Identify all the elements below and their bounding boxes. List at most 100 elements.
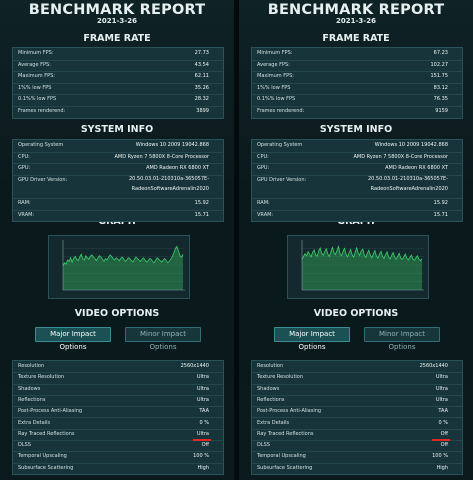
row-label: RAM:	[257, 200, 270, 206]
table-row: Operating System Windows 10 2009 19042.86…	[252, 140, 462, 153]
row-value: 100 %	[432, 453, 448, 460]
row-label: Subsurface Scattering	[257, 464, 313, 471]
row-label: Average FPS:	[18, 61, 51, 68]
table-row: DLSS Off	[13, 440, 223, 453]
frame-rate-table: Minimum FPS: 67.23 Average FPS: 102.27 Maxim…	[251, 47, 463, 119]
row-value: Off	[440, 430, 448, 437]
row-label: Resolution	[257, 363, 284, 369]
row-label: Minimum FPS:	[18, 50, 54, 56]
panel-divider	[234, 0, 239, 480]
row-value: AMD Radeon RX 6800 XT	[146, 165, 209, 172]
row-label: CPU:	[257, 153, 269, 160]
table-row: Reflections Ultra	[252, 395, 462, 408]
row-value: Ultra	[196, 396, 209, 403]
row-value: Off	[201, 442, 209, 449]
row-label: GPU:	[257, 165, 270, 172]
row-label: CPU:	[18, 153, 30, 160]
table-row: Shadows Ultra	[13, 384, 223, 396]
minor-impact-options-button[interactable]: Minor Impact Options	[125, 327, 201, 351]
row-label: VRAM:	[18, 211, 35, 218]
video-options-heading: VIDEO OPTIONS	[313, 308, 399, 319]
row-value: 15.92	[194, 200, 209, 206]
row-label: Subsurface Scattering	[18, 464, 74, 471]
row-value: Windows 10 2009 19042.868	[374, 142, 448, 148]
system-info-table: Operating System Windows 10 2009 19042.86…	[251, 139, 463, 223]
row-label: Ray Traced Reflections	[18, 430, 75, 437]
row-value: 28.32	[194, 96, 209, 103]
table-row: Average FPS: 43.54	[13, 60, 223, 73]
row-value: 15.71	[433, 211, 448, 218]
row-label: DLSS	[257, 442, 270, 449]
row-value-line2: RadeonSoftwareAdrenalin2020	[370, 186, 448, 193]
row-value: 151.75	[430, 73, 449, 80]
row-value: 102.27	[430, 61, 449, 68]
table-row: Resolution 2560x1440	[252, 361, 462, 374]
row-value: Off	[440, 442, 448, 449]
row-label: Frames renderend:	[257, 108, 305, 114]
table-row: RAM: 15.92	[252, 198, 462, 211]
row-label: Temporal Upscaling	[257, 453, 306, 460]
major-impact-options-button[interactable]: Major Impact Options	[35, 327, 111, 351]
table-row: Frames renderend: 9159	[252, 106, 462, 118]
table-row: 0.1%% low FPS 76.35	[252, 94, 462, 107]
row-label: Texture Resolution	[257, 374, 304, 381]
fps-line	[62, 245, 184, 266]
row-label: Average FPS:	[257, 61, 290, 68]
major-impact-options-button[interactable]: Major Impact Options	[274, 327, 350, 351]
row-value: 20.50.03.01-210310a-365057E-	[367, 175, 448, 182]
row-label: Ray Traced Reflections	[257, 430, 314, 437]
row-value: Ultra	[435, 396, 448, 403]
table-row: Shadows Ultra	[252, 384, 462, 396]
row-value: 15.92	[433, 200, 448, 206]
frame-rate-table: Minimum FPS: 27.73 Average FPS: 43.54 Maximu…	[12, 47, 224, 119]
table-row: Subsurface Scattering High	[13, 463, 223, 474]
table-row: Extra Details 0 %	[252, 418, 462, 430]
table-row: Temporal Upscaling 100 %	[13, 451, 223, 464]
table-row: Subsurface Scattering High	[252, 463, 462, 474]
row-value: 43.54	[194, 61, 209, 68]
row-label: Extra Details	[18, 419, 51, 426]
table-row: Minimum FPS: 27.73	[13, 48, 223, 61]
row-value: AMD Ryzen 7 5800X 8-Core Processor	[114, 153, 209, 160]
row-label: Maximum FPS:	[18, 73, 55, 80]
row-value-line2: RadeonSoftwareAdrenalin2020	[131, 186, 209, 193]
row-label: 1%% low FPS	[18, 84, 52, 91]
table-row: GPU Driver Version: 20.50.03.01-210310a-3…	[252, 175, 462, 199]
frame-rate-heading: FRAME RATE	[322, 33, 390, 44]
table-row: Texture Resolution Ultra	[13, 372, 223, 385]
fps-area	[302, 246, 422, 290]
table-row: Temporal Upscaling 100 %	[252, 451, 462, 464]
row-label: 0.1%% low FPS	[18, 96, 57, 103]
benchmark-panel-left: BENCHMARK REPORT 2021-3-26 FRAME RATE SYSTE…	[0, 0, 234, 480]
system-info-heading: SYSTEM INFO	[319, 124, 393, 135]
fps-line	[301, 244, 423, 262]
report-date: 2021-3-26	[97, 17, 137, 25]
video-options-table: Resolution 2560x1440 Texture Resolution Ult…	[12, 360, 224, 475]
row-value: 67.23	[433, 50, 448, 56]
row-value: 27.73	[194, 50, 209, 56]
row-value: 35.26	[194, 84, 209, 91]
table-row: Average FPS: 102.27	[252, 60, 462, 73]
table-row: Frames renderend: 3899	[13, 106, 223, 118]
row-value: Ultra	[196, 374, 209, 381]
row-value: 3899	[196, 108, 209, 114]
table-row: VRAM: 15.71	[252, 210, 462, 222]
row-value: 0 %	[438, 419, 448, 426]
row-value: 76.35	[433, 96, 448, 103]
row-label: Post-Process Anti-Aliasing	[257, 408, 322, 415]
row-label: Reflections	[18, 396, 46, 403]
row-label: DLSS	[18, 442, 31, 449]
minor-impact-options-button[interactable]: Minor Impact Options	[364, 327, 440, 351]
table-row: GPU: AMD Radeon RX 6800 XT	[13, 163, 223, 176]
row-value: 20.50.03.01-210310a-365057E-	[128, 175, 209, 182]
fps-graph-svg	[62, 240, 185, 291]
table-row: Ray Traced Reflections Ultra	[13, 429, 223, 442]
row-value: 62.11	[194, 73, 209, 80]
row-label: Texture Resolution	[18, 374, 65, 381]
fps-graph-svg	[301, 240, 424, 291]
benchmark-panel-right: BENCHMARK REPORT 2021-3-26 FRAME RATE SYSTE…	[239, 0, 473, 480]
row-value: Windows 10 2009 19042.868	[135, 142, 209, 148]
table-row: Resolution 2560x1440	[13, 361, 223, 374]
row-label: GPU:	[18, 165, 31, 172]
system-info-heading: SYSTEM INFO	[80, 124, 154, 135]
